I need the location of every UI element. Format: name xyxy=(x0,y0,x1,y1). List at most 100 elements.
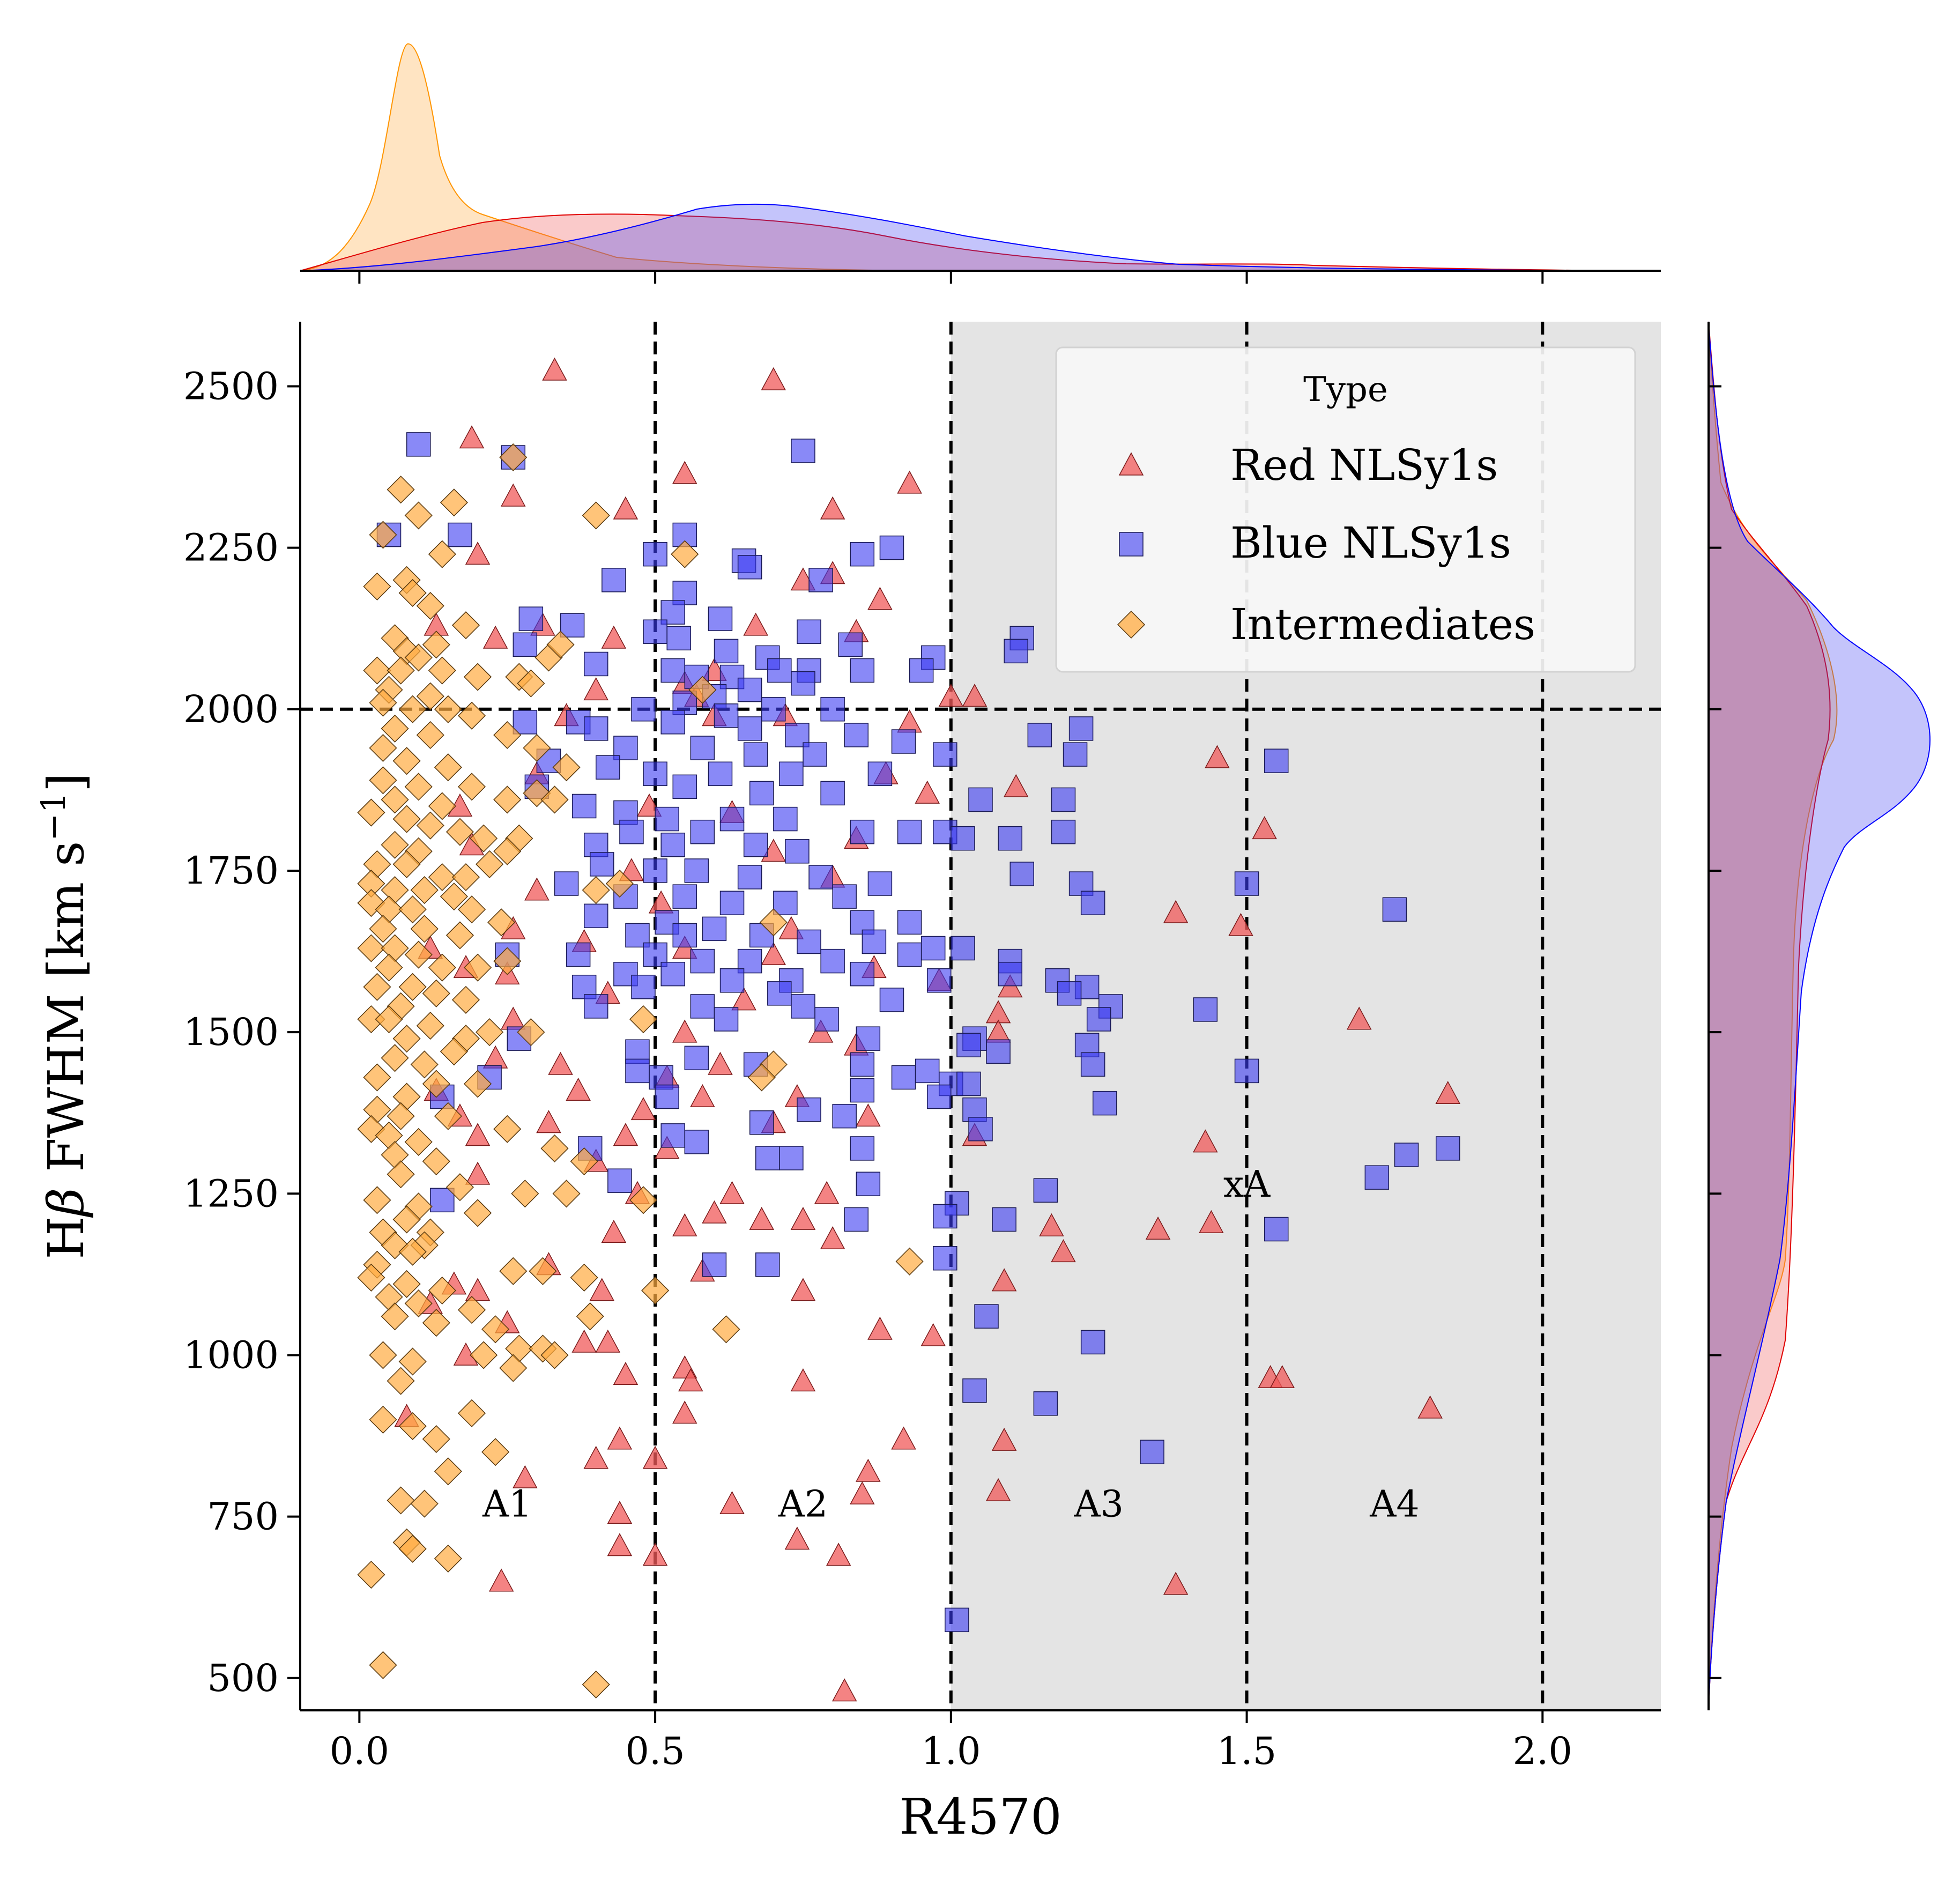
point-1-81 xyxy=(897,819,922,844)
top-kde-red xyxy=(300,213,1636,271)
point-1-164 xyxy=(891,1065,916,1090)
point-2-75 xyxy=(446,921,474,950)
point-2-140 xyxy=(404,1289,433,1318)
point-2-91 xyxy=(416,1012,444,1040)
point-2-80 xyxy=(428,953,456,982)
point-1-6 xyxy=(879,535,904,560)
point-1-104 xyxy=(773,891,798,915)
point-0-133 xyxy=(607,1501,633,1524)
point-2-94 xyxy=(629,1005,658,1034)
point-1-29 xyxy=(660,658,685,683)
point-2-1 xyxy=(387,476,415,504)
point-1-173 xyxy=(797,1097,821,1122)
point-1-168 xyxy=(850,1078,875,1103)
point-2-143 xyxy=(381,1302,409,1331)
region-label-1: A2 xyxy=(778,1484,828,1526)
point-0-134 xyxy=(784,1526,810,1550)
point-1-15 xyxy=(708,606,733,631)
point-1-197 xyxy=(755,1252,780,1277)
point-1-7 xyxy=(643,542,667,567)
point-2-10 xyxy=(398,579,427,607)
point-0-91 xyxy=(749,1206,774,1230)
point-2-39 xyxy=(552,753,581,782)
point-1-121 xyxy=(690,948,715,974)
x-tick-label-1: 0.5 xyxy=(625,1729,685,1773)
point-1-64 xyxy=(779,761,804,787)
y-tick-label-3: 1250 xyxy=(183,1172,279,1215)
point-2-28 xyxy=(369,688,397,717)
point-1-32 xyxy=(767,658,792,683)
point-0-86 xyxy=(465,1161,491,1185)
point-1-83 xyxy=(951,826,975,851)
point-1-203 xyxy=(1140,1440,1164,1464)
point-0-140 xyxy=(831,1678,857,1702)
point-1-93 xyxy=(737,865,762,889)
point-2-25 xyxy=(688,676,717,704)
point-1-53 xyxy=(1068,716,1094,741)
point-1-181 xyxy=(850,1136,875,1161)
point-0-68 xyxy=(1346,1006,1372,1030)
point-1-156 xyxy=(684,1046,709,1071)
point-2-141 xyxy=(641,1276,670,1305)
x-axis-ticks: 0.0 0.5 1.0 1.5 2.0 xyxy=(330,1710,1572,1773)
point-1-103 xyxy=(719,891,745,915)
point-2-54 xyxy=(381,831,409,859)
point-2-92 xyxy=(476,1018,504,1047)
point-0-65 xyxy=(548,1051,573,1075)
point-1-76 xyxy=(773,806,798,832)
point-2-21 xyxy=(428,656,456,685)
point-2-15 xyxy=(422,631,450,659)
point-2-19 xyxy=(363,656,391,685)
point-2-136 xyxy=(570,1263,598,1292)
point-2-38 xyxy=(434,753,462,782)
point-2-145 xyxy=(576,1302,604,1331)
y-tick-label-2: 1000 xyxy=(183,1333,279,1377)
point-1-193 xyxy=(1264,1217,1289,1242)
point-0-27 xyxy=(897,709,922,733)
x-tick-label-0: 0.0 xyxy=(330,1729,389,1773)
top-marginal-ticks xyxy=(358,271,1544,284)
point-2-97 xyxy=(440,1037,468,1066)
point-0-89 xyxy=(814,1181,840,1204)
point-2-50 xyxy=(416,811,444,840)
point-2-104 xyxy=(463,1070,492,1098)
y-tick-label-6: 2000 xyxy=(183,687,279,731)
point-1-185 xyxy=(755,1146,780,1170)
point-2-101 xyxy=(747,1063,776,1092)
point-1-123 xyxy=(820,948,845,974)
point-1-146 xyxy=(714,1007,739,1032)
y-tick-label-5: 1750 xyxy=(183,849,279,893)
point-1-51 xyxy=(891,729,916,754)
point-2-77 xyxy=(357,934,385,962)
point-2-5 xyxy=(369,521,397,549)
x-axis-label: R4570 xyxy=(899,1788,1061,1845)
point-2-112 xyxy=(493,1115,522,1143)
point-2-36 xyxy=(523,734,551,762)
right-kde-red xyxy=(1708,321,1831,1711)
point-0-99 xyxy=(1051,1239,1076,1263)
point-1-100 xyxy=(554,871,579,896)
point-2-163 xyxy=(410,1489,439,1518)
point-1-61 xyxy=(596,755,620,780)
point-1-99 xyxy=(1382,897,1407,922)
point-2-98 xyxy=(381,1044,409,1072)
point-2-133 xyxy=(529,1257,557,1285)
point-1-52 xyxy=(1027,723,1052,747)
point-2-44 xyxy=(381,785,409,814)
point-2-41 xyxy=(404,773,433,801)
point-2-166 xyxy=(434,1544,462,1573)
point-1-187 xyxy=(607,1168,632,1193)
point-1-152 xyxy=(856,1026,881,1051)
point-1-194 xyxy=(844,1207,869,1232)
legend-label-red: Red NLSy1s xyxy=(1230,440,1498,490)
y-tick-label-0: 500 xyxy=(207,1656,279,1700)
right-kde-intermediates xyxy=(1708,321,1838,1711)
point-2-59 xyxy=(428,863,456,892)
point-1-48 xyxy=(737,716,762,741)
point-2-17 xyxy=(546,631,575,659)
point-1-37 xyxy=(737,677,762,702)
point-0-11 xyxy=(867,587,893,610)
point-0-107 xyxy=(589,1278,615,1301)
point-1-162 xyxy=(625,1058,650,1084)
point-1-21 xyxy=(838,632,863,657)
